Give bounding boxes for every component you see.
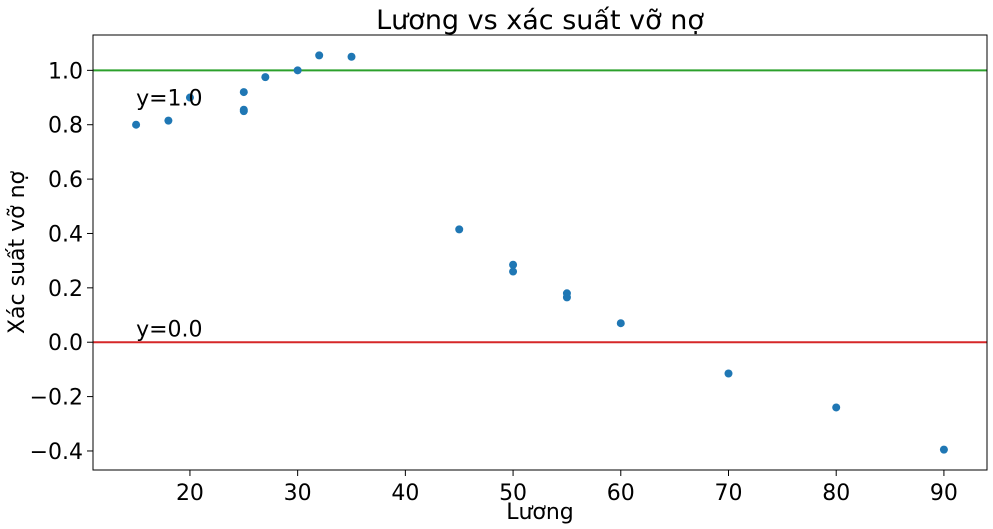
y-tick-label: 1.0: [48, 59, 83, 84]
x-tick-label: 90: [930, 481, 958, 506]
y-axis-title: Xác suất vỡ nợ: [5, 170, 30, 334]
y-tick-label: −0.2: [30, 386, 83, 411]
data-point: [315, 51, 324, 60]
data-point: [293, 66, 302, 75]
data-point: [261, 73, 270, 82]
reference-line-label: y=0.0: [136, 318, 202, 343]
y-tick-label: 0.4: [48, 222, 83, 247]
x-tick-label: 20: [176, 481, 204, 506]
y-tick-label: 0.8: [48, 114, 83, 139]
data-point: [132, 120, 141, 129]
data-point: [832, 403, 841, 412]
x-tick-label: 30: [284, 481, 312, 506]
x-tick-label: 60: [607, 481, 635, 506]
reference-line-label: y=1.0: [136, 87, 202, 112]
y-tick-label: −0.4: [30, 440, 83, 465]
data-point: [939, 445, 948, 454]
data-point: [185, 93, 194, 102]
x-tick-label: 80: [822, 481, 850, 506]
data-point: [616, 319, 625, 328]
y-tick-label: 0.0: [48, 331, 83, 356]
data-point: [239, 107, 248, 116]
data-point: [164, 116, 173, 125]
data-point: [455, 225, 464, 234]
x-tick-label: 40: [391, 481, 419, 506]
data-point: [239, 88, 248, 97]
data-point: [347, 52, 356, 61]
x-tick-label: 50: [499, 481, 527, 506]
x-axis-title: Lương: [506, 500, 574, 525]
data-point: [509, 267, 518, 276]
data-point: [724, 369, 733, 378]
y-tick-label: 0.6: [48, 168, 83, 193]
y-tick-label: 0.2: [48, 277, 83, 302]
plot-frame: [92, 34, 988, 471]
data-point: [509, 260, 518, 269]
chart-title: Lương vs xác suất vỡ nợ: [376, 5, 704, 36]
data-point: [562, 293, 571, 302]
x-tick-label: 70: [714, 481, 742, 506]
